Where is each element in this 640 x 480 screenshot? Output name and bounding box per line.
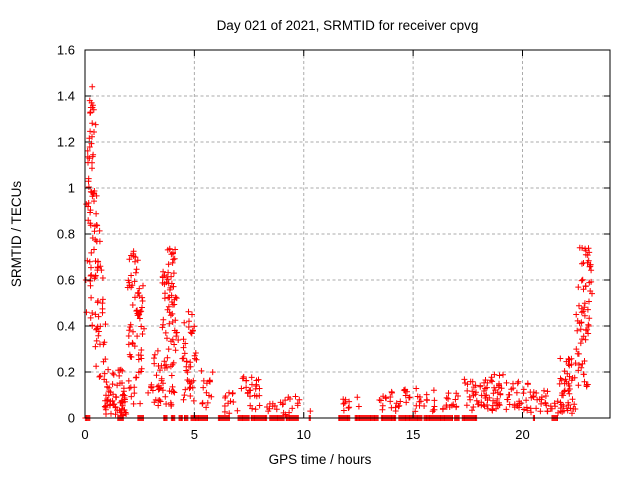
svg-text:0: 0 <box>81 427 88 442</box>
svg-text:1.2: 1.2 <box>57 135 75 150</box>
svg-text:0.2: 0.2 <box>57 365 75 380</box>
chart-title: Day 021 of 2021, SRMTID for receiver cpv… <box>216 18 479 33</box>
svg-text:10: 10 <box>297 427 311 442</box>
y-tick-labels: 0 0.2 0.4 0.6 0.8 1 1.2 1.4 1.6 <box>57 43 75 426</box>
svg-text:0.4: 0.4 <box>57 319 75 334</box>
grid-lines <box>85 50 610 418</box>
x-tick-labels: 0 5 10 15 20 <box>81 427 529 442</box>
svg-text:1.6: 1.6 <box>57 43 75 58</box>
svg-text:20: 20 <box>515 427 529 442</box>
plot-border-and-ticks <box>84 49 611 419</box>
svg-text:15: 15 <box>406 427 420 442</box>
svg-text:1.4: 1.4 <box>57 89 75 104</box>
svg-text:1: 1 <box>68 181 75 196</box>
y-axis-label: SRMTID / TECUs <box>9 180 24 288</box>
svg-text:0.6: 0.6 <box>57 273 75 288</box>
svg-text:0.8: 0.8 <box>57 227 75 242</box>
x-axis-label: GPS time / hours <box>268 452 372 467</box>
svg-text:5: 5 <box>191 427 198 442</box>
scatter-points <box>82 83 595 421</box>
svg-text:0: 0 <box>68 411 75 426</box>
